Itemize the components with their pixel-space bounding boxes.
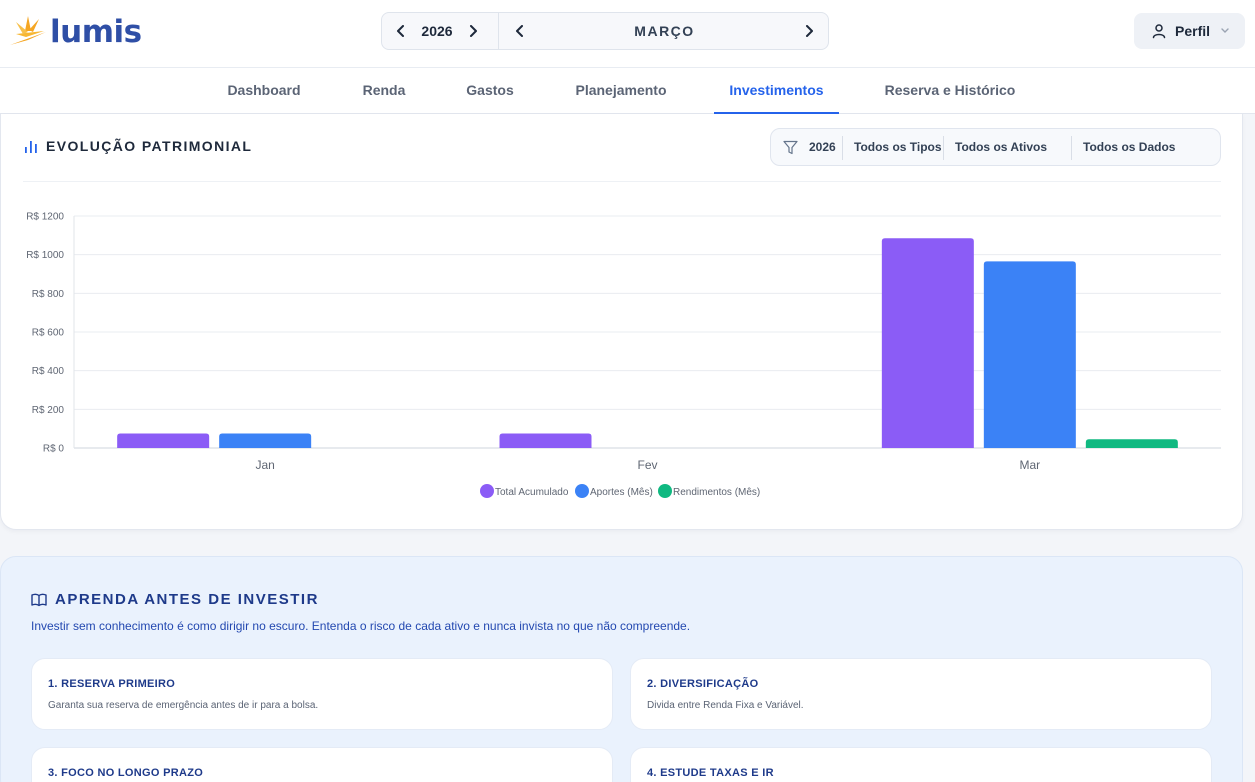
chevron-down-icon [1221,28,1229,33]
tip-title: 1. RESERVA PRIMEIRO [48,678,176,690]
tab-gastos[interactable]: Gastos [466,82,514,98]
filter-types-select[interactable]: Todos os Tipos [854,140,942,154]
year-value: 2026 [421,23,453,39]
tip-card: 3. FOCO NO LONGO PRAZO [31,747,613,782]
tip-card: 1. RESERVA PRIMEIRO Garanta sua reserva … [31,658,613,730]
x-tick-label: Fev [637,458,657,472]
logo-text: lumis [50,14,142,50]
logo[interactable]: lumis [8,12,142,52]
card-divider [23,181,1221,182]
tab-planejamento[interactable]: Planejamento [575,82,667,98]
bar [219,433,312,448]
y-tick-label: R$ 800 [32,289,65,300]
bar [881,238,974,448]
bar [1085,439,1178,448]
tab-investimentos[interactable]: Investimentos [714,68,839,114]
prev-year-chevron-icon[interactable] [390,13,412,49]
learn-title: APRENDA ANTES DE INVESTIR [55,591,319,608]
filter-divider [1071,136,1072,160]
y-tick-label: R$ 0 [43,444,65,455]
filter-icon [783,140,798,155]
patrimony-chart-card: EVOLUÇÃO PATRIMONIAL 2026 Todos os Tipos… [0,114,1243,530]
profile-button[interactable]: Perfil [1134,13,1245,49]
filter-divider [842,136,843,160]
y-tick-label: R$ 200 [32,405,65,416]
y-tick-label: R$ 400 [32,366,65,377]
y-tick-label: R$ 1000 [26,250,64,261]
tab-renda[interactable]: Renda [362,82,406,98]
filter-divider [943,136,944,160]
date-navigator: 2026 MARÇO [381,12,829,50]
month-selector: MARÇO [499,13,828,49]
bar-chart-icon [25,141,37,153]
filter-year-select[interactable]: 2026 [809,140,836,154]
legend-label: Total Acumulado [495,487,569,498]
y-tick-label: R$ 1200 [26,212,64,223]
learn-section: APRENDA ANTES DE INVESTIR Investir sem c… [0,556,1243,782]
next-year-chevron-icon[interactable] [462,13,484,49]
tab-dashboard[interactable]: Dashboard [227,82,301,98]
filter-bar: 2026 Todos os Tipos Todos os Ativos Todo… [770,128,1221,166]
y-tick-label: R$ 600 [32,328,65,339]
tab-reserva-historico[interactable]: Reserva e Histórico [884,82,1016,98]
book-icon [31,593,47,606]
patrimony-bar-chart: R$ 0 R$ 200 R$ 400 R$ 600 R$ 800 R$ 1000 R$ 12… [26,212,1221,498]
tip-title: 4. ESTUDE TAXAS E IR [647,767,774,779]
profile-label: Perfil [1175,23,1211,39]
tip-text: Garanta sua reserva de emergência antes … [48,700,319,711]
sun-logo-icon [10,16,46,45]
bar [983,261,1076,448]
filter-assets-select[interactable]: Todos os Ativos [955,140,1048,154]
tip-card: 2. DIVERSIFICAÇÃO Divida entre Renda Fix… [630,658,1212,730]
user-icon [1152,24,1166,39]
next-month-chevron-icon[interactable] [798,13,820,49]
main-nav: Dashboard Renda Gastos Planejamento Inve… [0,68,1255,114]
learn-subtitle: Investir sem conhecimento é como dirigir… [31,619,691,633]
legend-swatch [480,484,494,498]
card-header: EVOLUÇÃO PATRIMONIAL [25,138,252,154]
legend-label: Aportes (Mês) [590,487,653,498]
x-tick-label: Jan [255,458,274,472]
month-value: MARÇO [634,23,695,39]
legend-label: Rendimentos (Mês) [673,487,760,498]
legend-swatch [658,484,672,498]
tip-text: Divida entre Renda Fixa e Variável. [647,700,804,711]
filter-data-select[interactable]: Todos os Dados [1083,140,1176,154]
tip-card: 4. ESTUDE TAXAS E IR [630,747,1212,782]
bar [499,433,592,448]
learn-header: APRENDA ANTES DE INVESTIR [31,591,319,608]
tip-title: 3. FOCO NO LONGO PRAZO [48,767,204,779]
year-selector: 2026 [382,13,499,49]
prev-month-chevron-icon[interactable] [509,13,531,49]
tip-title: 2. DIVERSIFICAÇÃO [647,678,759,690]
bar [117,433,210,448]
top-header: lumis 2026 MARÇO Perfil [0,0,1255,68]
card-title: EVOLUÇÃO PATRIMONIAL [46,138,253,154]
x-tick-label: Mar [1019,458,1040,472]
legend-swatch [575,484,589,498]
